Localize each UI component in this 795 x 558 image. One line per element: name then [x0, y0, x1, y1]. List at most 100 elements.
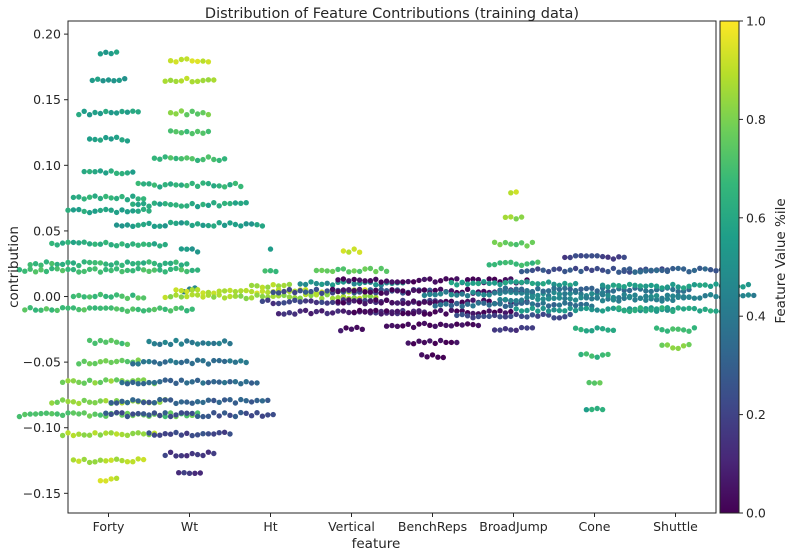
data-point [113, 49, 120, 55]
data-point [124, 358, 131, 365]
data-point [572, 325, 579, 331]
data-point [92, 109, 98, 116]
x-tick-label: BenchReps [398, 519, 467, 534]
data-point [211, 156, 217, 163]
data-point [178, 432, 185, 438]
data-point [329, 286, 336, 292]
data-point [513, 286, 519, 292]
data-point [421, 311, 428, 317]
data-point [205, 59, 212, 65]
data-point [664, 292, 671, 298]
data-point [81, 397, 87, 404]
data-point [308, 310, 314, 317]
data-point [707, 292, 714, 298]
data-point [524, 243, 530, 249]
data-point [167, 201, 174, 208]
data-point [497, 301, 503, 307]
data-point [178, 56, 185, 63]
data-point [70, 305, 77, 311]
data-point [556, 307, 563, 314]
data-point [340, 300, 347, 306]
data-point [583, 407, 590, 413]
data-point [551, 302, 557, 308]
data-point [518, 240, 525, 246]
data-point [356, 286, 363, 293]
data-point [545, 268, 552, 275]
data-point [454, 282, 460, 288]
data-point [448, 339, 455, 346]
data-point [562, 254, 568, 261]
data-point [113, 339, 120, 345]
data-point [38, 410, 44, 417]
data-point [680, 327, 687, 333]
data-point [432, 340, 438, 347]
data-point [680, 285, 687, 291]
data-point [513, 279, 519, 285]
data-point [648, 307, 654, 313]
data-point [524, 307, 530, 314]
data-point [157, 184, 163, 190]
data-point [421, 320, 428, 327]
data-point [578, 286, 584, 292]
data-point [659, 305, 665, 311]
y-axis: −0.15 −0.10 −0.05 0.00 0.05 0.10 0.15 0.20 [23, 27, 68, 501]
data-point [59, 397, 66, 403]
data-point [378, 311, 384, 317]
data-point [221, 429, 228, 435]
data-point [367, 298, 374, 304]
data-point [424, 354, 430, 360]
data-point [383, 323, 390, 329]
data-point [140, 399, 147, 406]
data-point [59, 432, 66, 439]
data-point [346, 287, 352, 293]
data-point [151, 432, 158, 438]
data-point [86, 399, 93, 405]
data-point [405, 278, 411, 285]
data-point [243, 221, 249, 227]
data-point [86, 112, 93, 118]
data-point [135, 180, 141, 187]
data-point [248, 295, 255, 301]
data-point [194, 341, 201, 347]
data-point [103, 134, 109, 141]
colorbar-label: Feature Value %ile [773, 198, 789, 323]
data-point [103, 458, 109, 464]
data-point [578, 351, 584, 358]
data-point [211, 294, 217, 300]
data-point [707, 308, 714, 314]
data-point [232, 288, 239, 295]
data-point [211, 357, 217, 364]
data-point [437, 337, 444, 344]
data-point [664, 328, 671, 334]
data-point [589, 285, 595, 291]
data-point [194, 399, 201, 405]
data-point [567, 282, 573, 288]
data-point [486, 280, 492, 287]
data-point [740, 293, 746, 299]
data-point [70, 378, 77, 384]
data-point [76, 431, 82, 437]
data-point [653, 325, 660, 331]
data-point [92, 293, 98, 300]
data-point [324, 300, 330, 306]
data-point [513, 261, 519, 267]
data-point [562, 291, 568, 297]
data-point [437, 286, 444, 292]
data-point [529, 325, 536, 331]
data-point [578, 326, 584, 333]
data-point [275, 300, 282, 307]
data-point [302, 289, 309, 295]
data-point [124, 413, 131, 420]
data-point [173, 287, 179, 293]
data-point [92, 208, 98, 214]
data-point [27, 411, 33, 417]
data-point [335, 308, 341, 314]
data-point [108, 262, 114, 268]
data-point [81, 268, 87, 275]
data-point [81, 307, 87, 313]
data-point [281, 288, 287, 295]
data-point [454, 339, 460, 346]
data-point [400, 288, 406, 294]
data-point [308, 288, 314, 295]
data-point [178, 359, 185, 366]
